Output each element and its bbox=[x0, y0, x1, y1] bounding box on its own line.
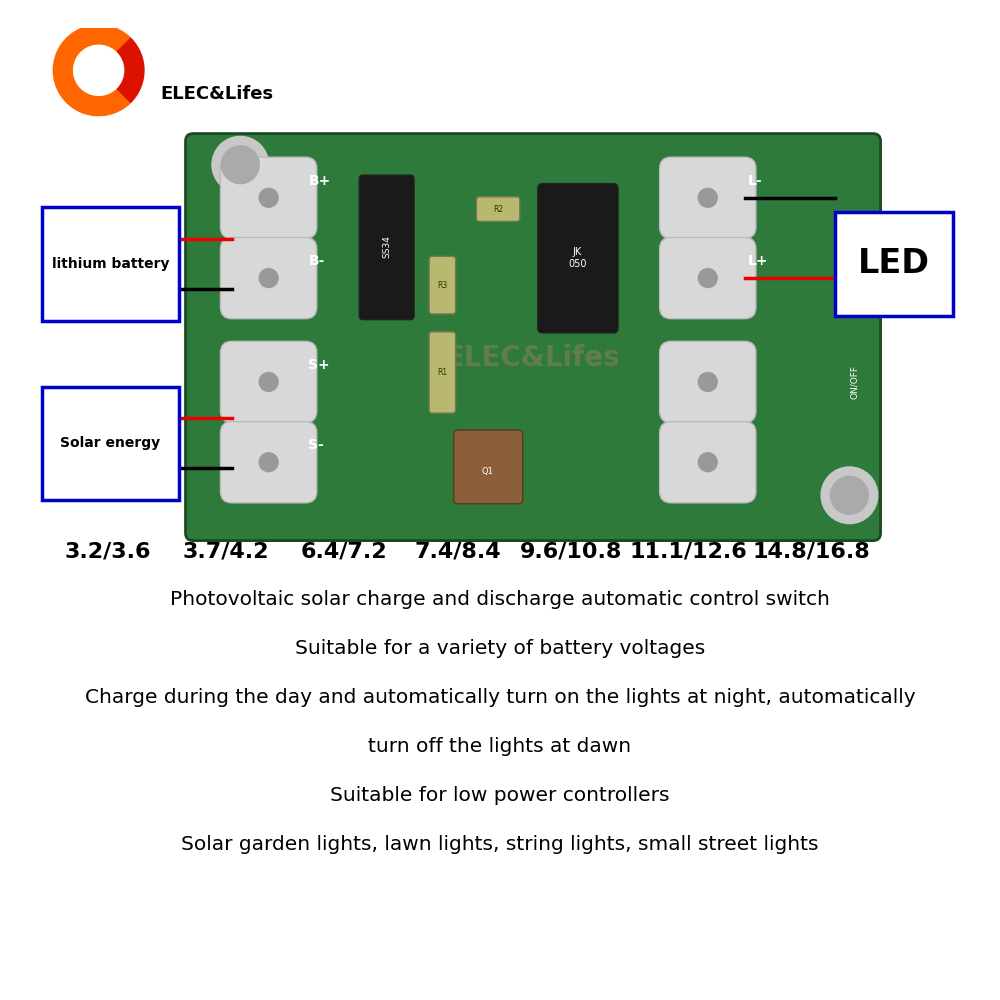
FancyBboxPatch shape bbox=[454, 430, 523, 504]
Circle shape bbox=[259, 453, 278, 472]
Bar bbox=[42, 387, 179, 500]
Circle shape bbox=[698, 269, 717, 288]
Text: L-: L- bbox=[747, 174, 762, 188]
Text: SS34: SS34 bbox=[382, 235, 391, 258]
Circle shape bbox=[259, 188, 278, 207]
FancyBboxPatch shape bbox=[186, 134, 881, 541]
Text: B-: B- bbox=[308, 254, 325, 268]
Text: Photovoltaic solar charge and discharge automatic control switch: Photovoltaic solar charge and discharge … bbox=[170, 590, 830, 609]
FancyBboxPatch shape bbox=[220, 341, 317, 423]
Text: Solar energy: Solar energy bbox=[60, 436, 161, 450]
FancyBboxPatch shape bbox=[538, 184, 618, 333]
Text: R2: R2 bbox=[493, 205, 503, 214]
Wedge shape bbox=[53, 25, 131, 116]
FancyBboxPatch shape bbox=[220, 157, 317, 238]
Text: JK
050: JK 050 bbox=[568, 247, 587, 269]
Circle shape bbox=[259, 269, 278, 288]
FancyBboxPatch shape bbox=[660, 422, 756, 503]
Circle shape bbox=[259, 373, 278, 391]
Bar bbox=[42, 207, 179, 321]
Text: 7.4/8.4: 7.4/8.4 bbox=[414, 542, 501, 562]
Wedge shape bbox=[117, 38, 144, 102]
FancyBboxPatch shape bbox=[220, 422, 317, 503]
Text: 3.7/4.2: 3.7/4.2 bbox=[183, 542, 269, 562]
Circle shape bbox=[212, 136, 269, 193]
Text: turn off the lights at dawn: turn off the lights at dawn bbox=[368, 737, 632, 756]
Text: 6.4/7.2: 6.4/7.2 bbox=[301, 542, 387, 562]
Circle shape bbox=[698, 453, 717, 472]
Text: LED: LED bbox=[858, 247, 930, 280]
Text: Suitable for low power controllers: Suitable for low power controllers bbox=[330, 786, 670, 805]
FancyBboxPatch shape bbox=[359, 175, 414, 320]
Text: 9.6/10.8: 9.6/10.8 bbox=[520, 542, 622, 562]
Text: 14.8/16.8: 14.8/16.8 bbox=[753, 542, 871, 562]
Circle shape bbox=[698, 188, 717, 207]
Text: Q1: Q1 bbox=[482, 467, 494, 476]
Text: ON/OFF: ON/OFF bbox=[850, 365, 859, 399]
FancyBboxPatch shape bbox=[429, 332, 456, 413]
Circle shape bbox=[821, 467, 878, 524]
Circle shape bbox=[221, 146, 259, 184]
Bar bbox=[835, 212, 953, 316]
Text: Solar garden lights, lawn lights, string lights, small street lights: Solar garden lights, lawn lights, string… bbox=[181, 835, 819, 854]
Circle shape bbox=[831, 476, 868, 514]
FancyBboxPatch shape bbox=[660, 157, 756, 238]
Text: 11.1/12.6: 11.1/12.6 bbox=[630, 542, 748, 562]
Text: 3.2/3.6: 3.2/3.6 bbox=[65, 542, 151, 562]
Text: S+: S+ bbox=[308, 358, 330, 372]
Text: S-: S- bbox=[308, 438, 324, 452]
Text: B+: B+ bbox=[308, 174, 331, 188]
Text: Charge during the day and automatically turn on the lights at night, automatical: Charge during the day and automatically … bbox=[85, 688, 915, 707]
Text: R1: R1 bbox=[437, 368, 447, 377]
FancyBboxPatch shape bbox=[429, 256, 456, 314]
FancyBboxPatch shape bbox=[660, 237, 756, 319]
Text: Suitable for a variety of battery voltages: Suitable for a variety of battery voltag… bbox=[295, 639, 705, 658]
Text: ELEC&Lifes: ELEC&Lifes bbox=[160, 85, 273, 103]
Text: ELEC&Lifes: ELEC&Lifes bbox=[446, 344, 620, 372]
FancyBboxPatch shape bbox=[476, 197, 520, 221]
Text: lithium battery: lithium battery bbox=[52, 257, 169, 271]
FancyBboxPatch shape bbox=[660, 341, 756, 423]
FancyBboxPatch shape bbox=[220, 237, 317, 319]
Circle shape bbox=[698, 373, 717, 391]
Text: L+: L+ bbox=[747, 254, 768, 268]
Text: R3: R3 bbox=[437, 281, 448, 290]
